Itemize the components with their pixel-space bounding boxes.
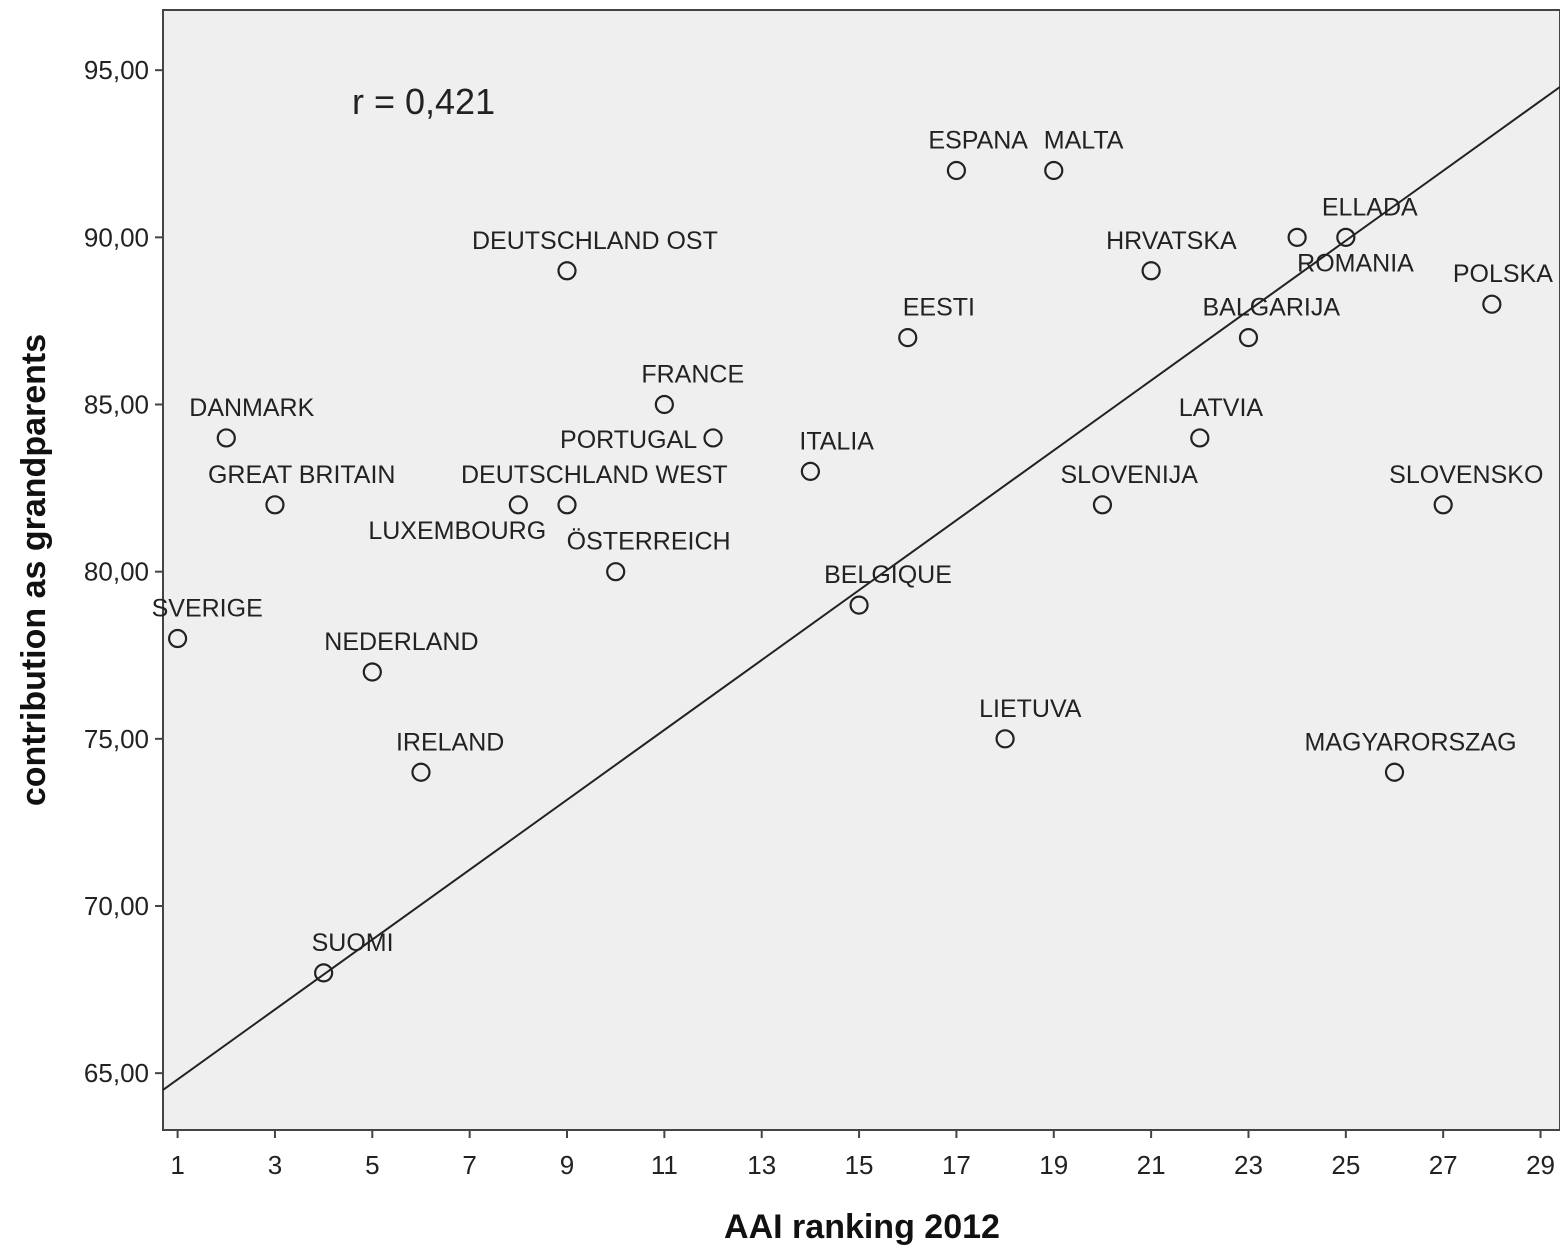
point-label-eesti: EESTI: [903, 294, 975, 322]
point-label-nederland: NEDERLAND: [324, 628, 478, 656]
fit-line: [162, 86, 1560, 1091]
data-point-ireland: [411, 762, 431, 782]
x-tick-label: 19: [1039, 1150, 1068, 1180]
correlation-annotation: r = 0,421: [352, 81, 495, 122]
data-point-italia: [800, 461, 820, 481]
data-point-polska: [1482, 294, 1502, 314]
data-point--sterreich: [606, 562, 626, 582]
data-point-eesti: [898, 328, 918, 348]
data-point-latvia: [1190, 428, 1210, 448]
point-label-portugal: PORTUGAL: [560, 426, 697, 454]
point-label-sverige: SVERIGE: [152, 595, 263, 623]
point-label-france: FRANCE: [641, 361, 744, 389]
point-label-slovenija: SLOVENIJA: [1060, 461, 1198, 489]
data-point-luxembourg: [508, 495, 528, 515]
points-layer: [168, 160, 1502, 983]
point-label-italia: ITALIA: [799, 427, 874, 455]
data-point-suomi: [314, 963, 334, 983]
data-point-magyarorszag: [1384, 762, 1405, 782]
data-point-france: [654, 394, 674, 415]
point-label-luxembourg: LUXEMBOURG: [368, 517, 546, 545]
point-label--sterreich: ÖSTERREICH: [567, 528, 731, 556]
x-tick-label: 15: [845, 1150, 874, 1180]
data-point-deutschland-ost: [557, 261, 577, 281]
x-tick-label: 27: [1429, 1150, 1458, 1180]
x-axis: 1 3 5 7 9 11 13 15 17 19 21 23 25 27 29: [170, 1130, 1555, 1180]
point-label-deutschland-ost: DEUTSCHLAND OST: [472, 227, 718, 255]
data-point-lietuva: [995, 729, 1015, 749]
plot-area: [162, 9, 1560, 1131]
point-label-malta: MALTA: [1044, 126, 1124, 154]
point-label-balgarija: BALGARIJA: [1202, 294, 1340, 322]
x-tick-label: 25: [1331, 1150, 1360, 1180]
x-tick-label: 23: [1234, 1150, 1263, 1180]
data-point-malta: [1044, 160, 1064, 181]
y-tick-label: 75,00: [84, 724, 149, 754]
x-tick-label: 3: [268, 1150, 282, 1180]
point-label-lietuva: LIETUVA: [979, 695, 1082, 723]
y-tick-label: 70,00: [84, 891, 149, 921]
point-label-slovensko: SLOVENSKO: [1389, 461, 1543, 489]
x-tick-label: 9: [560, 1150, 574, 1180]
point-label-magyarorszag: MAGYARORSZAG: [1305, 728, 1517, 756]
x-tick-label: 1: [170, 1150, 184, 1180]
x-tick-label: 13: [747, 1150, 776, 1180]
y-tick-label: 80,00: [84, 557, 149, 587]
data-point-deutschland-west: [557, 495, 577, 515]
point-label-suomi: SUOMI: [312, 929, 394, 957]
point-labels-layer: SVERIGE DANMARK GREAT BRITAIN SUOMI NEDERLAN…: [152, 126, 1554, 956]
data-point-hrvatska: [1141, 261, 1161, 281]
point-label-romania: ROMANIA: [1297, 249, 1414, 277]
point-label-belgique: BELGIQUE: [824, 561, 952, 589]
x-tick-label: 29: [1526, 1150, 1555, 1180]
point-label-hrvatska: HRVATSKA: [1106, 227, 1237, 255]
point-label-danmark: DANMARK: [189, 394, 314, 422]
data-point-portugal: [703, 428, 723, 448]
data-point-ellada: [1336, 227, 1356, 247]
x-tick-label: 7: [462, 1150, 476, 1180]
data-point-slovensko: [1433, 495, 1453, 515]
data-point-nederland: [362, 662, 382, 682]
point-label-great-britain: GREAT BRITAIN: [208, 461, 396, 489]
point-label-polska: POLSKA: [1453, 260, 1553, 288]
fit-line-layer: [162, 86, 1560, 1091]
y-tick-label: 95,00: [84, 55, 149, 85]
data-point-sverige: [168, 628, 188, 649]
y-tick-label: 90,00: [84, 222, 149, 252]
data-point-great-britain: [265, 495, 285, 515]
point-label-latvia: LATVIA: [1179, 394, 1264, 422]
point-label-ellada: ELLADA: [1322, 193, 1418, 221]
x-tick-label: 5: [365, 1150, 379, 1180]
y-tick-label: 85,00: [84, 390, 149, 420]
y-axis: 65,00 70,00 75,00 80,00 85,00 90,00 95,00: [84, 55, 163, 1088]
data-point-espana: [946, 160, 967, 181]
y-axis-title: contribution as grandparents: [15, 334, 53, 806]
point-label-ireland: IRELAND: [396, 728, 504, 756]
data-point-slovenija: [1092, 495, 1113, 515]
x-tick-label: 11: [651, 1150, 678, 1180]
data-point-danmark: [216, 428, 236, 448]
x-tick-label: 17: [942, 1150, 971, 1180]
data-point-balgarija: [1238, 328, 1259, 348]
point-label-espana: ESPANA: [928, 126, 1028, 154]
x-tick-label: 21: [1137, 1150, 1166, 1180]
data-point-belgique: [849, 595, 869, 615]
point-label-deutschland-west: DEUTSCHLAND WEST: [461, 461, 728, 489]
x-axis-title: AAI ranking 2012: [724, 1208, 1000, 1246]
y-tick-label: 65,00: [84, 1058, 149, 1088]
data-point-romania: [1287, 227, 1307, 247]
